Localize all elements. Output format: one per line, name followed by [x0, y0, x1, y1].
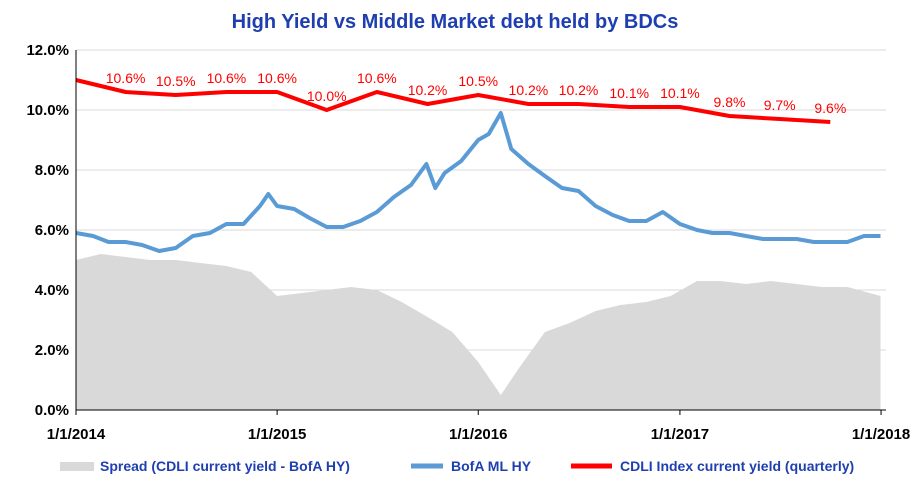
cdli-data-label: 9.7% [764, 97, 796, 113]
cdli-data-label: 10.1% [660, 85, 700, 101]
cdli-data-label: 10.5% [156, 73, 196, 89]
legend-label-cdli: CDLI Index current yield (quarterly) [620, 458, 854, 474]
cdli-data-label: 10.1% [609, 85, 649, 101]
cdli-data-label: 10.2% [559, 82, 599, 98]
y-tick-label: 10.0% [26, 102, 69, 119]
cdli-data-label: 10.2% [408, 82, 448, 98]
cdli-data-label: 9.8% [714, 94, 746, 110]
cdli-data-label: 10.5% [458, 73, 498, 89]
x-tick-label: 1/1/2015 [248, 426, 306, 443]
cdli-data-label: 10.6% [207, 70, 247, 86]
cdli-yield-line [75, 78, 831, 124]
cdli-yield-line-series [75, 78, 831, 124]
cdli-data-label: 10.6% [106, 70, 146, 86]
y-tick-label: 2.0% [35, 342, 69, 359]
x-tick-label: 1/1/2016 [449, 426, 507, 443]
legend-swatch-spread [60, 462, 94, 471]
cdli-data-label: 9.6% [814, 100, 846, 116]
y-tick-label: 6.0% [35, 222, 69, 239]
cdli-data-label: 10.6% [357, 70, 397, 86]
y-tick-label: 0.0% [35, 402, 69, 419]
y-tick-label: 8.0% [35, 162, 69, 179]
x-tick-label: 1/1/2014 [47, 426, 106, 443]
bofa-hy-line [75, 111, 881, 253]
axes: 0.0% 2.0% 4.0% 6.0% 8.0% 10.0% 12.0% 1/1/2014 1/… [26, 42, 910, 443]
cdli-data-label: 10.6% [257, 70, 297, 86]
x-tick-label: 1/1/2018 [852, 426, 910, 443]
y-tick-label: 12.0% [26, 42, 69, 59]
spread-area-series [76, 254, 881, 410]
legend-label-spread: Spread (CDLI current yield - BofA HY) [100, 458, 350, 474]
bofa-hy-line-series [75, 111, 881, 253]
legend-label-bofa: BofA ML HY [451, 458, 532, 474]
y-tick-label: 4.0% [35, 282, 69, 299]
x-tick-label: 1/1/2017 [651, 426, 709, 443]
cdli-data-label: 10.0% [307, 88, 347, 104]
spread-area [76, 254, 881, 410]
legend: Spread (CDLI current yield - BofA HY) Bof… [60, 458, 854, 474]
cdli-data-label: 10.2% [509, 82, 549, 98]
cdli-data-labels: 10.6% 10.5% 10.6% 10.6% 10.0% 10.6% 10.2% 10.5%… [106, 70, 847, 116]
chart-title: High Yield vs Middle Market debt held by… [232, 11, 679, 33]
